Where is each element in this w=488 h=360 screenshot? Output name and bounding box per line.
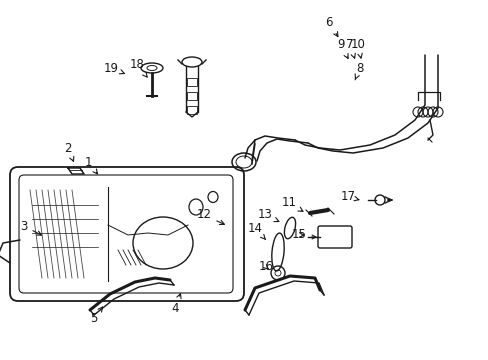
Text: 15: 15: [291, 229, 306, 242]
Text: 18: 18: [129, 58, 147, 77]
Bar: [186, 106, 197, 114]
Text: 13: 13: [257, 208, 278, 222]
Text: 9: 9: [337, 39, 347, 58]
Text: 17: 17: [340, 190, 358, 203]
Bar: [186, 78, 197, 86]
Text: 6: 6: [325, 15, 337, 37]
Text: 10: 10: [350, 39, 365, 58]
Text: 4: 4: [171, 294, 181, 315]
Text: 12: 12: [196, 208, 224, 225]
Text: 5: 5: [90, 307, 102, 324]
Text: 1: 1: [84, 156, 97, 174]
Bar: [186, 92, 197, 100]
Text: 7: 7: [346, 39, 355, 58]
Text: 11: 11: [281, 197, 302, 211]
Text: 14: 14: [247, 221, 265, 239]
Text: 19: 19: [103, 62, 124, 75]
Text: 8: 8: [354, 62, 363, 80]
Text: 2: 2: [64, 141, 74, 161]
Text: 16: 16: [258, 261, 273, 274]
Text: 3: 3: [20, 220, 41, 235]
